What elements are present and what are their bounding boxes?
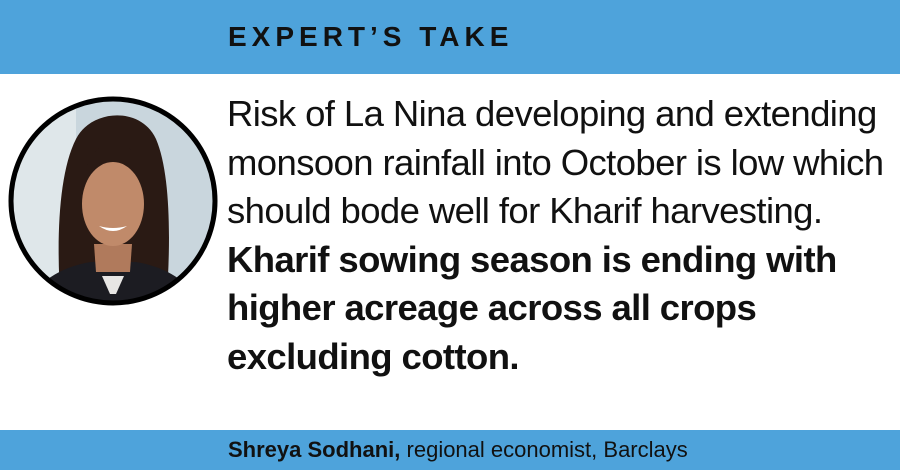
header-title: EXPERT’S TAKE [228, 21, 514, 52]
attribution: Shreya Sodhani, regional economist, Barc… [228, 437, 688, 463]
quote-bold: Kharif sowing season is ending with high… [227, 238, 837, 377]
quote: Risk of La Nina developing and extending… [227, 90, 892, 381]
portrait-border [8, 96, 218, 306]
quote-regular: Risk of La Nina developing and extending… [227, 93, 884, 231]
attribution-name: Shreya Sodhani, [228, 437, 401, 462]
portrait-image [11, 99, 215, 303]
footer-bar: Shreya Sodhani, regional economist, Barc… [0, 430, 900, 470]
portrait [8, 96, 218, 306]
header-bar: EXPERT’S TAKE [0, 0, 900, 74]
attribution-role: regional economist, Barclays [406, 437, 688, 462]
